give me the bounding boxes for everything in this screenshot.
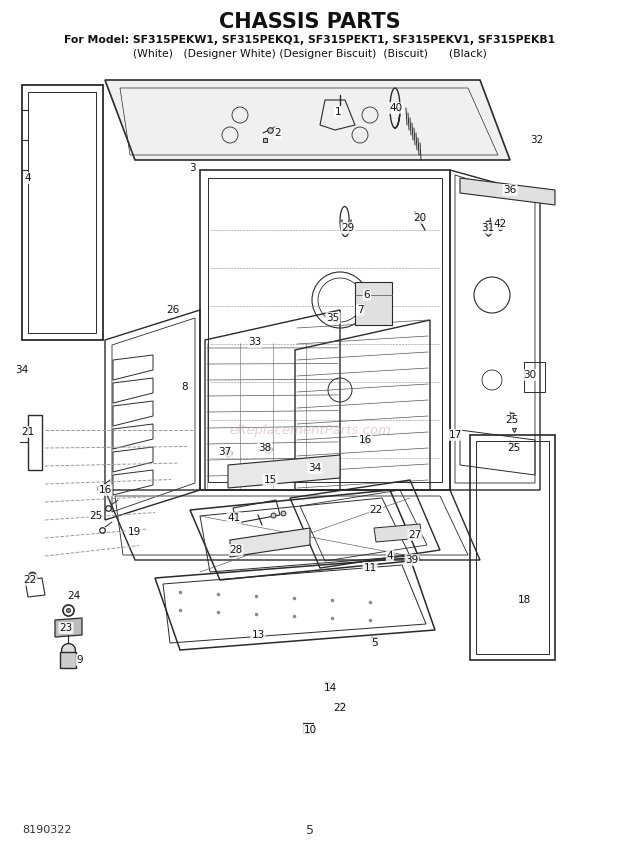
- Text: 16: 16: [358, 435, 371, 445]
- Polygon shape: [105, 80, 510, 160]
- Polygon shape: [230, 528, 310, 557]
- Text: 18: 18: [517, 595, 531, 605]
- Text: 19: 19: [127, 527, 141, 537]
- Text: 41: 41: [228, 513, 241, 523]
- Text: 22: 22: [24, 575, 37, 585]
- Text: 3: 3: [188, 163, 195, 173]
- Text: 24: 24: [68, 591, 81, 601]
- Text: 22: 22: [370, 505, 383, 515]
- Text: 34: 34: [16, 365, 29, 375]
- Text: 4: 4: [25, 173, 32, 183]
- Text: 7: 7: [356, 305, 363, 315]
- Text: 16: 16: [99, 485, 112, 495]
- Text: 32: 32: [530, 135, 544, 145]
- Text: 5: 5: [371, 638, 378, 648]
- Text: 36: 36: [503, 185, 516, 195]
- Polygon shape: [355, 282, 392, 325]
- Text: 22: 22: [334, 703, 347, 713]
- Text: 1: 1: [335, 107, 342, 117]
- Polygon shape: [374, 524, 422, 542]
- Text: 29: 29: [342, 223, 355, 233]
- Text: 5: 5: [306, 823, 314, 836]
- Text: For Model: SF315PEKW1, SF315PEKQ1, SF315PEKT1, SF315PEKV1, SF315PEKB1: For Model: SF315PEKW1, SF315PEKQ1, SF315…: [64, 35, 556, 45]
- Text: 37: 37: [218, 447, 232, 457]
- Text: 8190322: 8190322: [22, 825, 71, 835]
- Text: 26: 26: [166, 305, 180, 315]
- Text: (White)   (Designer White) (Designer Biscuit)  (Biscuit)      (Black): (White) (Designer White) (Designer Biscu…: [133, 49, 487, 59]
- Text: 20: 20: [414, 213, 427, 223]
- Text: 35: 35: [326, 313, 340, 323]
- Text: 14: 14: [324, 683, 337, 693]
- Text: 40: 40: [389, 103, 402, 113]
- Text: 33: 33: [249, 337, 262, 347]
- Text: 11: 11: [363, 563, 376, 573]
- Polygon shape: [228, 455, 340, 488]
- Text: 34: 34: [308, 463, 322, 473]
- Text: 23: 23: [60, 623, 73, 633]
- Text: 13: 13: [251, 630, 265, 640]
- Text: 25: 25: [507, 443, 521, 453]
- Text: 38: 38: [259, 443, 272, 453]
- Text: 4: 4: [387, 551, 393, 561]
- Text: 31: 31: [481, 223, 495, 233]
- Text: 17: 17: [448, 430, 462, 440]
- Text: eReplacementParts.com: eReplacementParts.com: [229, 424, 391, 437]
- Text: 30: 30: [523, 370, 536, 380]
- Text: 8: 8: [182, 382, 188, 392]
- Text: 27: 27: [409, 530, 422, 540]
- Text: 10: 10: [303, 725, 317, 735]
- Polygon shape: [55, 618, 82, 637]
- Text: 25: 25: [89, 511, 103, 521]
- Text: CHASSIS PARTS: CHASSIS PARTS: [219, 12, 401, 32]
- Polygon shape: [460, 178, 555, 205]
- Text: 39: 39: [405, 555, 419, 565]
- Text: 25: 25: [505, 415, 518, 425]
- Text: 21: 21: [21, 427, 35, 437]
- Text: 9: 9: [77, 655, 83, 665]
- Text: 15: 15: [264, 475, 277, 485]
- Text: 42: 42: [494, 219, 507, 229]
- Text: 6: 6: [364, 290, 370, 300]
- Text: 2: 2: [275, 128, 281, 138]
- Text: 28: 28: [229, 545, 242, 555]
